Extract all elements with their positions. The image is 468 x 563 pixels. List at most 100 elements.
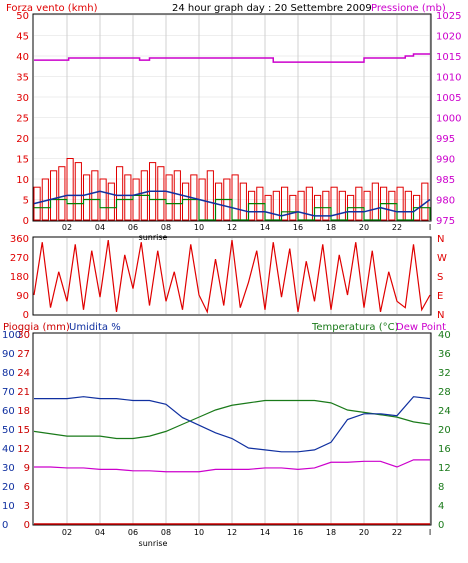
pressure-line xyxy=(34,53,430,63)
wind-bar xyxy=(91,170,99,221)
wind-y-tick-45: 45 xyxy=(16,32,29,43)
rain-y-tick-3: 3 xyxy=(24,501,30,512)
wind-bar xyxy=(58,166,66,221)
pressure-y-tick-1005: 1005 xyxy=(436,93,461,104)
wind-bar xyxy=(107,182,115,221)
compass-label-N: N xyxy=(437,234,444,245)
temperature-y-tick-8: 8 xyxy=(438,482,444,493)
rain-y-tick-9: 9 xyxy=(24,463,30,474)
wind-bar xyxy=(165,174,173,221)
humidity-x-tick-12: 12 xyxy=(227,528,237,537)
temperature-y-tick-36: 36 xyxy=(438,349,451,360)
rain-y-tick-0: 0 xyxy=(24,520,30,531)
temperature-y-tick-24: 24 xyxy=(438,406,451,417)
wind-y-tick-40: 40 xyxy=(16,52,29,63)
pressure-y-tick-1025: 1025 xyxy=(436,11,461,22)
wind-x-tick-22: 22 xyxy=(392,223,402,232)
wind-y-tick-10: 10 xyxy=(16,175,29,186)
temperature-y-tick-20: 20 xyxy=(438,425,451,436)
wind-x-tick-06: 06 xyxy=(128,223,138,232)
wind-bar xyxy=(83,174,91,221)
temperature-y-tick-32: 32 xyxy=(438,368,451,379)
pressure-y-tick-1020: 1020 xyxy=(436,32,461,43)
wind-bar xyxy=(157,166,165,221)
humidity-y-tick-70: 70 xyxy=(2,387,15,398)
wind-bar xyxy=(124,174,132,221)
rain-y-tick-12: 12 xyxy=(17,444,30,455)
pressure-y-tick-990: 990 xyxy=(436,155,455,166)
wind-bar xyxy=(116,166,124,221)
humidity-x-tick-10: 10 xyxy=(194,528,204,537)
pressure-y-tick-1010: 1010 xyxy=(436,73,461,84)
rain-axis-title: Pioggia (mm) xyxy=(3,322,70,333)
wind-bar xyxy=(66,158,74,221)
humidity-x-tick-22: 22 xyxy=(392,528,402,537)
wind-bar xyxy=(289,194,297,221)
temperature-y-tick-40: 40 xyxy=(438,330,451,341)
dewpoint-line xyxy=(34,459,430,473)
humidity-y-tick-50: 50 xyxy=(2,425,15,436)
wind-y-tick-5: 5 xyxy=(23,196,29,207)
wind-bar xyxy=(50,170,58,221)
sunrise-label-bottom: sunrise xyxy=(139,539,168,548)
wind-direction-line xyxy=(33,240,431,314)
compass-label-N: N xyxy=(437,310,444,321)
rain-y-tick-21: 21 xyxy=(17,387,30,398)
sunrise-label-top: sunrise xyxy=(139,233,168,242)
humidity-y-tick-30: 30 xyxy=(2,463,15,474)
pressure-y-tick-1015: 1015 xyxy=(436,52,461,63)
direction-y-tick-270: 270 xyxy=(10,253,29,264)
wind-bar xyxy=(74,162,82,221)
dewpoint-axis-title: Dew Point xyxy=(396,322,446,333)
wind-x-tick-12: 12 xyxy=(227,223,237,232)
chart-main-title: 24 hour graph day : 20 Settembre 2009 xyxy=(172,3,372,14)
wind-y-tick-35: 35 xyxy=(16,73,29,84)
wind-bar xyxy=(388,190,396,221)
pressure-axis-title: Pressione (mb) xyxy=(371,3,446,14)
humidity-y-tick-10: 10 xyxy=(2,501,15,512)
temperature-y-tick-16: 16 xyxy=(438,444,451,455)
temperature-y-tick-12: 12 xyxy=(438,463,451,474)
humidity-x-tick-18: 18 xyxy=(326,528,336,537)
wind-bar xyxy=(281,186,289,221)
rain-y-tick-24: 24 xyxy=(17,368,30,379)
wind-gust-line xyxy=(34,194,431,221)
humidity-y-tick-100: 100 xyxy=(2,330,21,341)
humidity-y-tick-40: 40 xyxy=(2,444,15,455)
wind-x-tick-16: 16 xyxy=(293,223,303,232)
humidity-axis-title: Umidita % xyxy=(69,322,121,333)
humidity-x-tick-I: I xyxy=(429,528,431,537)
wind-y-tick-20: 20 xyxy=(16,134,29,145)
rain-y-tick-6: 6 xyxy=(24,482,30,493)
humidity-x-tick-04: 04 xyxy=(95,528,105,537)
wind-y-tick-30: 30 xyxy=(16,93,29,104)
temperature-axis-title: Temperatura (°C) xyxy=(311,322,399,333)
wind-y-tick-25: 25 xyxy=(16,114,29,125)
wind-x-tick-18: 18 xyxy=(326,223,336,232)
wind-bar xyxy=(322,190,330,221)
compass-label-S: S xyxy=(437,272,443,283)
compass-label-E: E xyxy=(437,291,443,302)
pressure-y-tick-1000: 1000 xyxy=(436,114,461,125)
wind-x-tick-04: 04 xyxy=(95,223,105,232)
pressure-y-tick-995: 995 xyxy=(436,134,455,145)
humidity-x-tick-16: 16 xyxy=(293,528,303,537)
rain-y-tick-27: 27 xyxy=(17,349,30,360)
temperature-y-tick-4: 4 xyxy=(438,501,444,512)
wind-bar xyxy=(355,186,363,221)
direction-y-tick-0: 0 xyxy=(23,310,29,321)
wind-x-tick-10: 10 xyxy=(194,223,204,232)
wind-average-line xyxy=(33,190,431,217)
pressure-y-tick-985: 985 xyxy=(436,175,455,186)
direction-y-tick-180: 180 xyxy=(10,272,29,283)
temperature-y-tick-28: 28 xyxy=(438,387,451,398)
humidity-x-tick-14: 14 xyxy=(260,528,270,537)
wind-x-tick-14: 14 xyxy=(260,223,270,232)
humidity-y-tick-0: 0 xyxy=(2,520,8,531)
humidity-x-tick-20: 20 xyxy=(359,528,369,537)
humidity-x-tick-06: 06 xyxy=(128,528,138,537)
rain-y-tick-15: 15 xyxy=(17,425,30,436)
temperature-line xyxy=(33,399,431,440)
humidity-y-tick-90: 90 xyxy=(2,349,15,360)
